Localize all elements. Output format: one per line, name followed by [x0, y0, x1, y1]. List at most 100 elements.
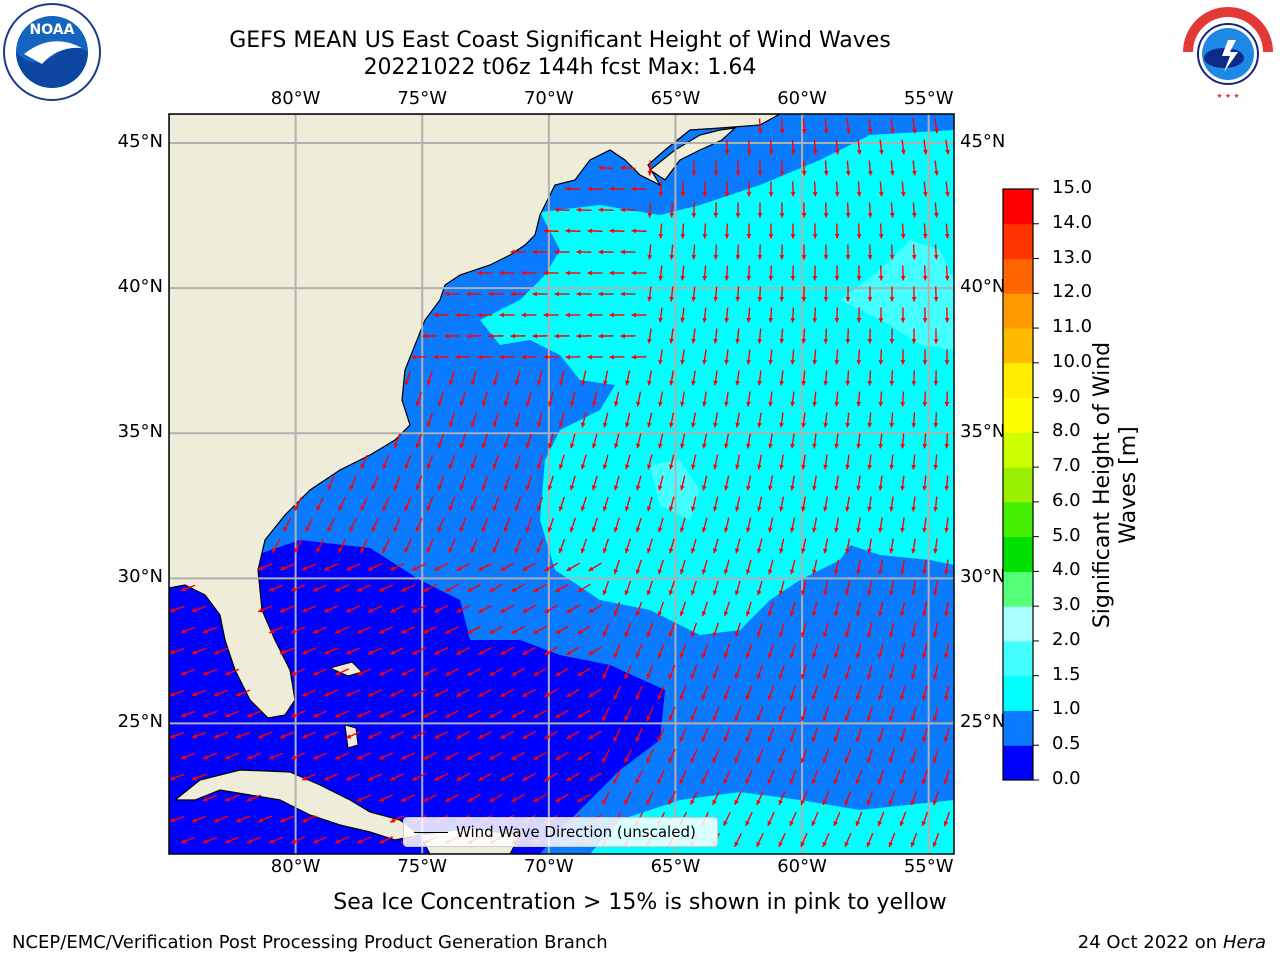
wave-arrow-head: [576, 249, 581, 255]
wave-arrow-head: [900, 360, 906, 365]
lon-label: 60°W: [777, 88, 827, 109]
wave-arrow-head: [558, 464, 564, 470]
wave-arrow-head: [434, 650, 440, 655]
wave-arrow-head: [566, 776, 572, 781]
wave-arrow-head: [823, 255, 829, 260]
wave-arrow-head: [668, 632, 674, 638]
wave-arrow-head: [735, 296, 741, 302]
wave-arrow-head: [631, 228, 636, 234]
wave-arrow-head: [668, 506, 674, 512]
wave-arrow-head: [712, 757, 717, 763]
wave-arrow-head: [834, 149, 840, 155]
wave-arrow-head: [800, 548, 806, 554]
wave-arrow-head: [823, 297, 829, 302]
wave-arrow-head: [577, 755, 583, 760]
wave-arrow-head: [587, 312, 592, 318]
wave-arrow-head: [658, 275, 664, 281]
wave-arrow-head: [536, 506, 542, 512]
wave-arrow-head: [910, 842, 916, 848]
wave-arrow-head: [768, 234, 774, 239]
wave-arrow-head: [734, 799, 739, 805]
wave-arrow-head: [800, 674, 806, 680]
wave-arrow-head: [180, 712, 186, 718]
wave-arrow-head: [866, 674, 872, 680]
wave-arrow-head: [609, 186, 615, 192]
lat-label: 30°N: [960, 566, 1006, 588]
wave-arrow-head: [422, 333, 427, 339]
wave-arrow-head: [533, 797, 539, 802]
wave-arrow-head: [756, 632, 762, 638]
wave-arrow-head: [404, 505, 409, 511]
wave-arrow-head: [214, 649, 219, 655]
wave-arrow-head: [823, 338, 829, 344]
wave-arrow-head: [844, 841, 850, 847]
wave-arrow-head: [845, 422, 851, 428]
wave-arrow-head: [779, 422, 784, 428]
wave-arrow-head: [845, 170, 851, 176]
wave-arrow-head: [823, 464, 828, 470]
wave-arrow-head: [191, 649, 197, 655]
wave-arrow-head: [565, 186, 571, 192]
wave-arrow-head: [191, 733, 197, 739]
wave-arrow-head: [554, 291, 559, 297]
wave-arrow-head: [404, 464, 410, 469]
wave-arrow-head: [247, 838, 253, 844]
wave-arrow-head: [845, 255, 851, 260]
wave-arrow-head: [723, 569, 729, 575]
wave-arrow-head: [624, 799, 629, 805]
wave-arrow-head: [415, 526, 420, 532]
wave-arrow-head: [701, 611, 707, 617]
wave-arrow-head: [566, 566, 572, 571]
wave-arrow-head: [565, 312, 570, 318]
wave-arrow-head: [591, 485, 597, 491]
wave-arrow-head: [577, 629, 583, 634]
wave-arrow-head: [900, 569, 905, 575]
wave-arrow-head: [393, 484, 399, 490]
wave-arrow-head: [423, 587, 429, 592]
wave-arrow-head: [382, 505, 387, 511]
wave-arrow-head: [878, 276, 884, 281]
wave-arrow-head: [878, 233, 884, 239]
wave-arrow-head: [316, 505, 321, 511]
wave-arrow-head: [668, 590, 674, 596]
wave-arrow-head: [878, 527, 883, 533]
wave-arrow-head: [588, 566, 594, 571]
wave-arrow-head: [855, 737, 861, 743]
wave-arrow-head: [620, 333, 625, 339]
wave-arrow-head: [393, 526, 398, 532]
wave-arrow-head: [778, 632, 784, 638]
wave-arrow-head: [346, 608, 352, 613]
wave-arrow-head: [613, 443, 619, 449]
wave-arrow-head: [547, 527, 553, 533]
wave-arrow-head: [867, 255, 873, 260]
wave-arrow-head: [800, 632, 806, 638]
wave-arrow-head: [746, 150, 752, 155]
wave-arrow-head: [349, 484, 354, 490]
wave-arrow-head: [713, 338, 719, 344]
wave-arrow-head: [544, 692, 550, 697]
wave-arrow-head: [532, 249, 537, 255]
wave-arrow-head: [822, 716, 828, 722]
wave-arrow-head: [647, 212, 653, 218]
wave-arrow-head: [822, 841, 827, 847]
wave-arrow-head: [481, 443, 487, 449]
wave-arrow-head: [657, 569, 663, 575]
wave-arrow-head: [822, 799, 828, 805]
wave-arrow-head: [734, 716, 740, 721]
wave-arrow-head: [746, 192, 752, 197]
wave-arrow-head: [691, 213, 697, 218]
colorbar-tick-label: 1.0: [1052, 698, 1081, 720]
wave-arrow-head: [492, 464, 498, 470]
wave-arrow-head: [269, 628, 275, 634]
wave-arrow-head: [767, 820, 772, 826]
wave-arrow-head: [470, 380, 476, 386]
wave-arrow-head: [669, 338, 674, 344]
wave-arrow-head: [555, 587, 561, 592]
wave-arrow-head: [680, 233, 686, 239]
legend-label: Wind Wave Direction (unscaled): [456, 823, 696, 841]
wave-arrow-head: [713, 213, 719, 218]
wave-arrow-head: [789, 569, 795, 575]
wave-arrow-head: [658, 359, 663, 365]
wave-arrow-head: [845, 380, 851, 386]
wave-arrow-head: [225, 712, 230, 718]
